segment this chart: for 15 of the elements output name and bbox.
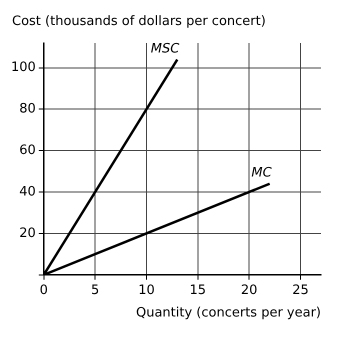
x-tick-label: 15 bbox=[190, 282, 206, 298]
x-axis-title: Quantity (concerts per year) bbox=[136, 306, 321, 321]
x-tick-label: 5 bbox=[91, 282, 100, 298]
y-tick-label: 100 bbox=[10, 60, 36, 76]
y-axis-title: Cost (thousands of dollars per concert) bbox=[11, 13, 267, 29]
series-label: MC bbox=[251, 166, 273, 181]
x-tick-label: 10 bbox=[138, 282, 155, 298]
x-tick-label: 0 bbox=[40, 282, 48, 298]
y-tick-label: 60 bbox=[19, 142, 36, 158]
y-tick-label: 40 bbox=[19, 184, 36, 200]
x-tick-label: 20 bbox=[240, 282, 258, 298]
series-label: MSC bbox=[150, 41, 180, 56]
y-tick-label: 20 bbox=[19, 226, 36, 241]
y-tick-label: 80 bbox=[19, 102, 36, 117]
x-tick-label: 25 bbox=[292, 282, 309, 298]
